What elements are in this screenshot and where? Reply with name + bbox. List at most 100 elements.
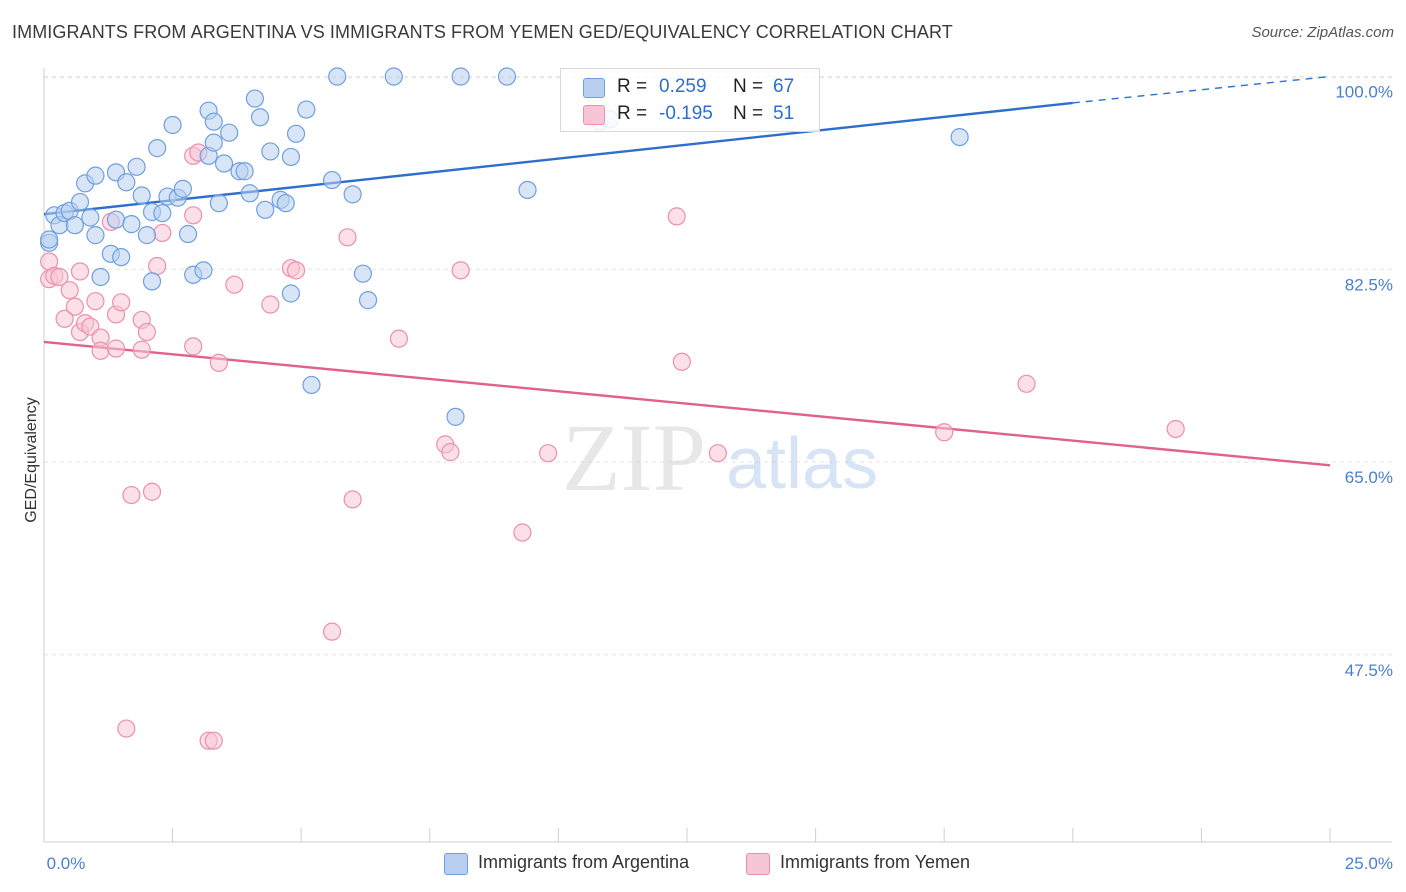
yemen-legend-swatch bbox=[746, 853, 770, 875]
source-label: Source: ZipAtlas.com bbox=[1251, 24, 1394, 41]
yemen-point bbox=[65, 297, 84, 316]
yemen-r-value: -0.195 bbox=[659, 103, 713, 124]
argentina-point bbox=[209, 194, 228, 213]
argentina-point bbox=[302, 375, 321, 395]
argentina-point bbox=[950, 127, 969, 147]
r-label: R = bbox=[617, 103, 648, 124]
argentina-point bbox=[446, 407, 465, 426]
argentina-point bbox=[86, 226, 105, 245]
argentina-point bbox=[81, 208, 100, 227]
argentina-point bbox=[245, 89, 265, 108]
argentina-point bbox=[286, 124, 306, 143]
yemen-point bbox=[261, 295, 280, 314]
x-tick-label: 25.0% bbox=[1345, 854, 1393, 873]
argentina-point bbox=[142, 272, 162, 291]
argentina-point bbox=[358, 291, 378, 310]
yemen-legend-label: Immigrants from Yemen bbox=[780, 852, 971, 872]
argentina-point bbox=[256, 200, 275, 219]
argentina-point bbox=[250, 108, 270, 127]
argentina-point bbox=[178, 224, 198, 244]
yemen-point bbox=[50, 267, 69, 287]
y-tick-label: 65.0% bbox=[1345, 468, 1393, 487]
yemen-point bbox=[153, 223, 172, 243]
yemen-point bbox=[389, 329, 409, 348]
argentina-point bbox=[343, 185, 362, 204]
argentina-point bbox=[261, 142, 280, 161]
yemen-point bbox=[451, 261, 470, 280]
yemen-point bbox=[142, 482, 162, 501]
yemen-point bbox=[286, 261, 306, 280]
chart-title: IMMIGRANTS FROM ARGENTINA VS IMMIGRANTS … bbox=[12, 22, 953, 42]
watermark-atlas: atlas bbox=[726, 424, 878, 504]
argentina-point bbox=[235, 162, 254, 181]
argentina-point bbox=[328, 67, 347, 86]
yemen-point bbox=[935, 423, 954, 442]
watermark-zip: ZIP bbox=[562, 404, 706, 511]
y-tick-label: 47.5% bbox=[1345, 661, 1393, 680]
yemen-point bbox=[1166, 419, 1185, 439]
n-label: N = bbox=[733, 76, 764, 97]
argentina-point bbox=[148, 139, 167, 158]
x-tick-label: 0.0% bbox=[47, 854, 86, 873]
yemen-point bbox=[338, 228, 357, 247]
argentina-point bbox=[173, 179, 192, 198]
argentina-point bbox=[122, 215, 141, 234]
yemen-point bbox=[225, 275, 244, 294]
yemen-point bbox=[70, 262, 90, 281]
yemen-point bbox=[112, 293, 131, 312]
argentina-point bbox=[281, 284, 301, 303]
argentina-point bbox=[70, 192, 90, 212]
yemen-point bbox=[667, 207, 686, 226]
argentina-point bbox=[153, 203, 172, 223]
stats-legend: R = 0.259 N = 67 R = -0.195 N = 51 bbox=[560, 68, 820, 132]
yemen-point bbox=[322, 622, 342, 641]
y-tick-label: 82.5% bbox=[1345, 275, 1393, 294]
argentina-point bbox=[240, 184, 259, 203]
yemen-point bbox=[441, 443, 460, 462]
argentina-point bbox=[204, 133, 223, 152]
argentina-point bbox=[204, 112, 223, 131]
yemen-point bbox=[132, 340, 151, 359]
argentina-point bbox=[117, 173, 136, 192]
argentina-trend-extension bbox=[1072, 75, 1331, 104]
argentina-point bbox=[137, 226, 156, 245]
yemen-point bbox=[184, 206, 203, 225]
yemen-n-value: 51 bbox=[773, 103, 795, 124]
argentina-legend-label: Immigrants from Argentina bbox=[478, 852, 690, 872]
r-label: R = bbox=[617, 76, 648, 97]
yemen-point bbox=[55, 309, 74, 328]
yemen-point bbox=[60, 281, 79, 300]
n-label: N = bbox=[733, 103, 764, 124]
argentina-point bbox=[353, 264, 373, 283]
yemen-point bbox=[204, 731, 223, 750]
argentina-point bbox=[220, 123, 239, 142]
yemen-point bbox=[708, 444, 727, 463]
argentina-point bbox=[65, 216, 84, 235]
argentina-point bbox=[384, 67, 403, 86]
argentina-point bbox=[297, 100, 316, 119]
argentina-point bbox=[214, 154, 234, 173]
yemen-point bbox=[106, 339, 126, 358]
argentina-point bbox=[112, 248, 131, 267]
argentina-r-value: 0.259 bbox=[659, 76, 707, 97]
argentina-point bbox=[518, 180, 537, 200]
yemen-point bbox=[91, 341, 110, 360]
argentina-point bbox=[106, 210, 126, 229]
yemen-point bbox=[117, 719, 136, 738]
yemen-point bbox=[1017, 374, 1036, 393]
yemen-point bbox=[86, 292, 105, 311]
argentina-legend-swatch bbox=[444, 853, 468, 875]
argentina-point bbox=[281, 147, 301, 167]
argentina-swatch bbox=[583, 78, 605, 98]
argentina-point bbox=[86, 166, 105, 185]
tick-labels: 47.5% 65.0% 82.5% 100.0% 0.0% 25.0% bbox=[47, 83, 1393, 873]
argentina-point bbox=[127, 157, 146, 176]
yemen-point bbox=[148, 256, 167, 276]
yemen-point bbox=[137, 322, 156, 342]
argentina-point bbox=[40, 230, 59, 249]
argentina-point bbox=[163, 115, 182, 135]
axes bbox=[43, 68, 1392, 843]
yemen-point bbox=[184, 337, 203, 356]
yemen-point bbox=[122, 485, 141, 505]
